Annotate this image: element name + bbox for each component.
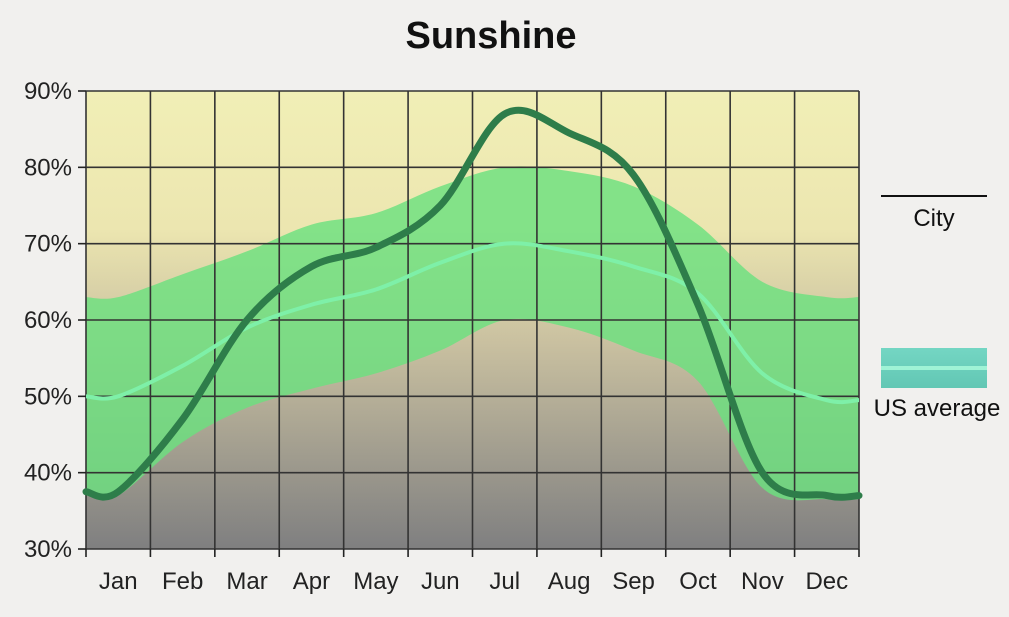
us-average-line (85, 241, 860, 405)
x-tick-label: May (353, 568, 398, 595)
y-axis-ticks: 30% 40% 50% 60% 70% 80% 90% (24, 78, 86, 563)
legend-city-label: City (913, 205, 954, 232)
x-tick-label: Jan (99, 568, 138, 595)
x-tick-label: Aug (548, 568, 591, 595)
legend-us-average-label: US average (874, 395, 1001, 422)
x-tick-label: Feb (162, 568, 203, 595)
y-tick-label: 70% (24, 231, 72, 258)
y-tick-label: 80% (24, 154, 72, 181)
x-axis-ticks: Jan Feb Mar Apr May Jun Jul Aug Sep Oct Nov Dec (85, 549, 860, 595)
legend: City US average (874, 195, 1001, 422)
y-tick-label: 90% (24, 78, 72, 105)
x-tick-label: Apr (293, 568, 330, 595)
y-tick-label: 30% (24, 536, 72, 563)
x-tick-label: Mar (226, 568, 267, 595)
x-tick-label: Nov (741, 568, 784, 595)
city-line (82, 106, 863, 501)
chart-title: Sunshine (405, 15, 576, 57)
y-tick-label: 50% (24, 383, 72, 410)
y-tick-label: 40% (24, 460, 72, 487)
x-tick-label: Dec (805, 568, 848, 595)
x-tick-label: Sep (612, 568, 655, 595)
x-tick-label: Jun (421, 568, 460, 595)
x-tick-label: Jul (489, 568, 520, 595)
x-tick-label: Oct (679, 568, 717, 595)
y-tick-label: 60% (24, 307, 72, 334)
